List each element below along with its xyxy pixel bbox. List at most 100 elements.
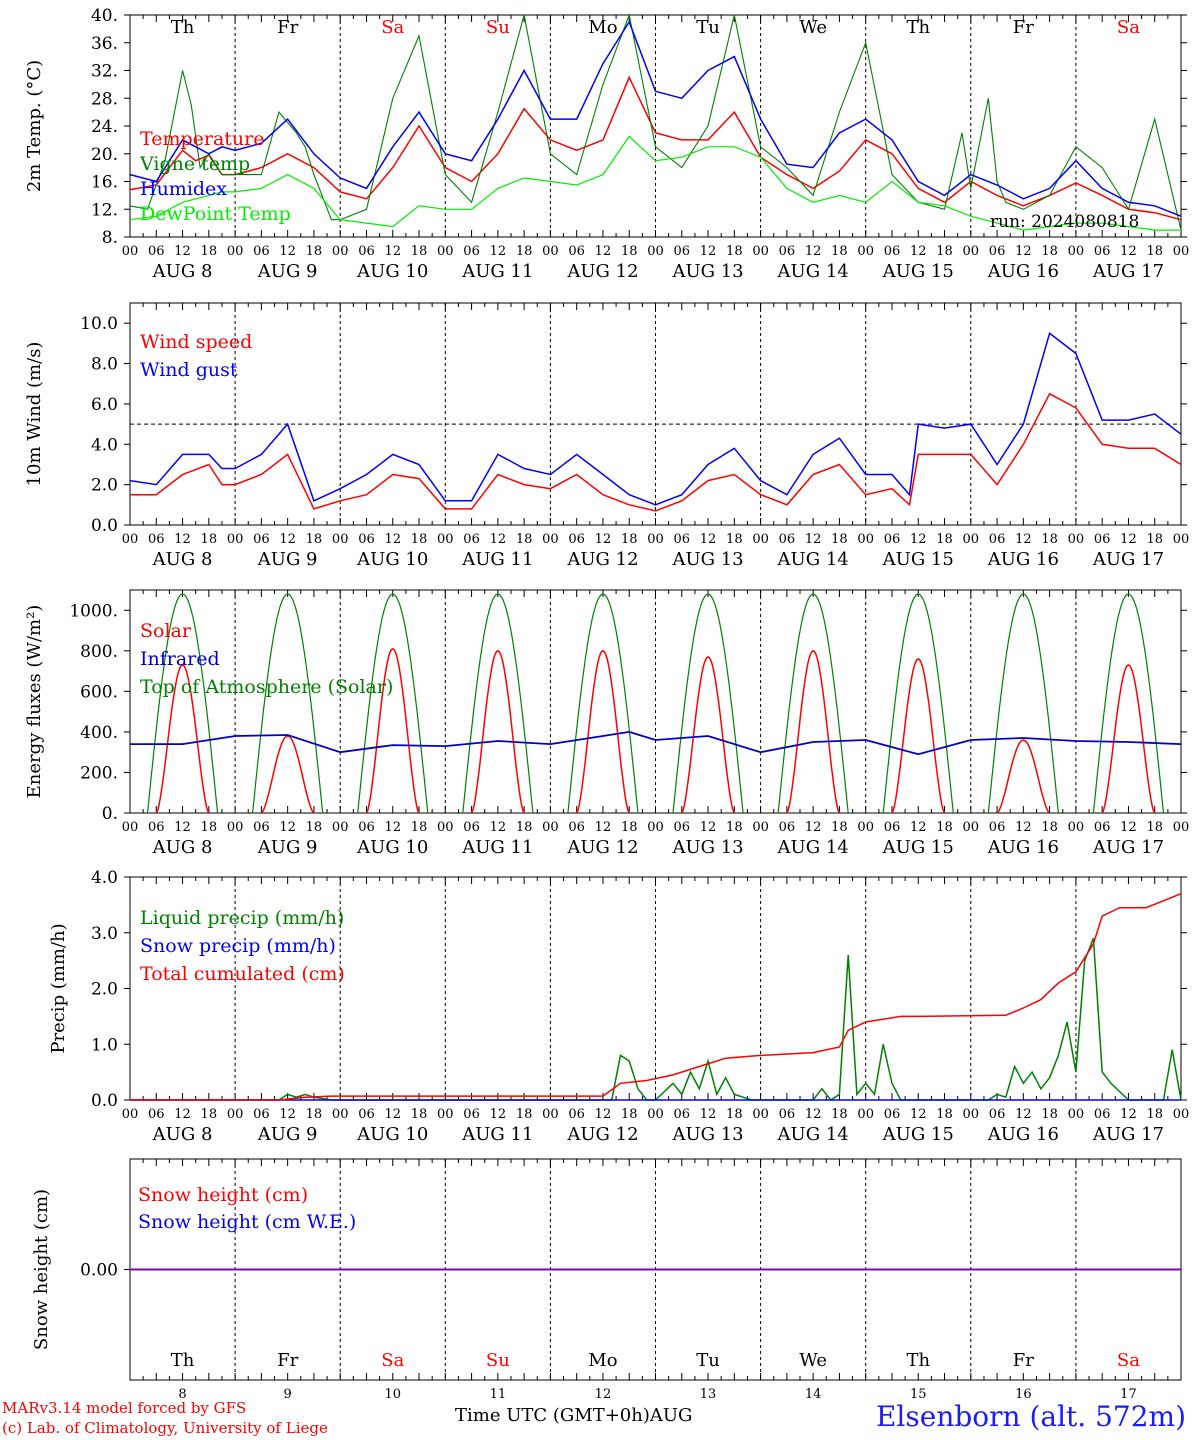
hour-label: 06: [358, 244, 375, 259]
day-number-label: 12: [595, 1387, 612, 1400]
y-axis-title: 2m Temp. (°C): [24, 60, 45, 192]
y-tick-label: 16.: [91, 173, 118, 193]
hour-label: 06: [253, 532, 270, 547]
day-label: Mo: [588, 1350, 617, 1371]
hour-label: 18: [936, 532, 953, 547]
date-label: AUG 17: [1092, 261, 1164, 282]
hour-label: 18: [936, 1107, 953, 1122]
day-label: Fr: [277, 1350, 298, 1371]
hour-label: 06: [884, 532, 901, 547]
hour-label: 00: [332, 1107, 349, 1122]
hour-label: 18: [306, 532, 323, 547]
series-line: [129, 20, 1182, 217]
day-label: Tu: [696, 17, 720, 38]
y-axis-title: Energy fluxes (W/m²): [24, 605, 45, 799]
hour-label: 12: [700, 532, 717, 547]
date-label: AUG 12: [566, 1124, 638, 1145]
hour-label: 18: [201, 820, 218, 835]
legend-entry: Wind gust: [140, 359, 238, 381]
day-label: Su: [486, 1350, 510, 1371]
hour-label: 00: [122, 244, 139, 259]
hour-label: 06: [463, 244, 480, 259]
hour-label: 06: [1094, 820, 1111, 835]
y-tick-label: 4.0: [91, 868, 118, 888]
date-label: AUG 15: [882, 261, 954, 282]
hour-label: 18: [306, 820, 323, 835]
date-label: AUG 13: [671, 837, 743, 858]
day-number-label: 14: [805, 1387, 822, 1400]
hour-label: 18: [411, 532, 428, 547]
hour-label: 18: [1146, 820, 1163, 835]
date-label: AUG 15: [882, 549, 954, 570]
date-label: AUG 8: [152, 261, 213, 282]
hour-label: 12: [910, 244, 927, 259]
hour-label: 18: [621, 244, 638, 259]
day-number-label: 9: [284, 1387, 292, 1400]
hour-label: 00: [437, 532, 454, 547]
series-line: [129, 332, 1182, 506]
solar-line: [576, 649, 630, 814]
toa-solar-line: [252, 593, 324, 814]
hour-label: 06: [568, 244, 585, 259]
hour-label: 18: [201, 1107, 218, 1122]
hour-label: 00: [437, 820, 454, 835]
day-label: Sa: [381, 1350, 404, 1371]
hour-label: 06: [674, 1107, 691, 1122]
date-label: AUG 16: [987, 261, 1059, 282]
date-label: AUG 11: [461, 549, 533, 570]
solar-line: [891, 658, 946, 814]
hour-label: 06: [463, 820, 480, 835]
hour-label: 12: [174, 820, 191, 835]
time-axis-label: Time UTC (GMT+0h): [455, 1405, 650, 1426]
solar-line: [470, 649, 525, 814]
hour-label: 00: [122, 820, 139, 835]
y-tick-label: 2.0: [91, 980, 118, 1000]
solar-line: [681, 656, 735, 814]
y-tick-label: 2.0: [91, 476, 118, 496]
date-label: AUG 8: [152, 837, 213, 858]
series-line: [129, 75, 1182, 221]
hour-label: 06: [148, 244, 165, 259]
hour-label: 12: [1015, 244, 1032, 259]
y-axis-title: 10m Wind (m/s): [24, 342, 45, 487]
hour-label: 18: [201, 532, 218, 547]
toa-solar-line: [146, 593, 219, 814]
day-label: Sa: [381, 17, 404, 38]
hour-label: 06: [674, 244, 691, 259]
hour-label: 00: [857, 244, 874, 259]
hour-label: 00: [1173, 244, 1190, 259]
time-axis-month: AUG: [649, 1405, 693, 1426]
toa-solar-line: [462, 593, 534, 814]
date-label: AUG 16: [987, 1124, 1059, 1145]
hour-label: 00: [227, 532, 244, 547]
hour-label: 18: [621, 532, 638, 547]
hour-label: 12: [910, 1107, 927, 1122]
hour-label: 00: [542, 532, 559, 547]
y-tick-label: 6.0: [91, 395, 118, 415]
legend-entry: DewPoint Temp: [140, 203, 291, 225]
day-label: Fr: [277, 17, 298, 38]
day-number-label: 13: [700, 1387, 717, 1400]
hour-label: 00: [332, 532, 349, 547]
y-tick-label: 8.: [102, 228, 118, 248]
hour-label: 00: [857, 820, 874, 835]
date-label: AUG 15: [882, 837, 954, 858]
date-label: AUG 11: [461, 837, 533, 858]
hour-label: 12: [1120, 1107, 1137, 1122]
hour-label: 00: [647, 1107, 664, 1122]
hour-label: 12: [384, 1107, 401, 1122]
hour-label: 00: [437, 244, 454, 259]
hour-label: 18: [726, 820, 743, 835]
date-label: AUG 17: [1092, 549, 1164, 570]
hour-label: 06: [779, 532, 796, 547]
hour-label: 18: [516, 244, 533, 259]
hour-label: 00: [963, 1107, 980, 1122]
hour-label: 12: [595, 532, 612, 547]
hour-label: 12: [700, 244, 717, 259]
hour-label: 00: [752, 820, 769, 835]
hour-label: 00: [647, 820, 664, 835]
legend-entry: Snow precip (mm/h): [140, 935, 336, 957]
hour-label: 00: [647, 532, 664, 547]
hour-label: 18: [306, 1107, 323, 1122]
